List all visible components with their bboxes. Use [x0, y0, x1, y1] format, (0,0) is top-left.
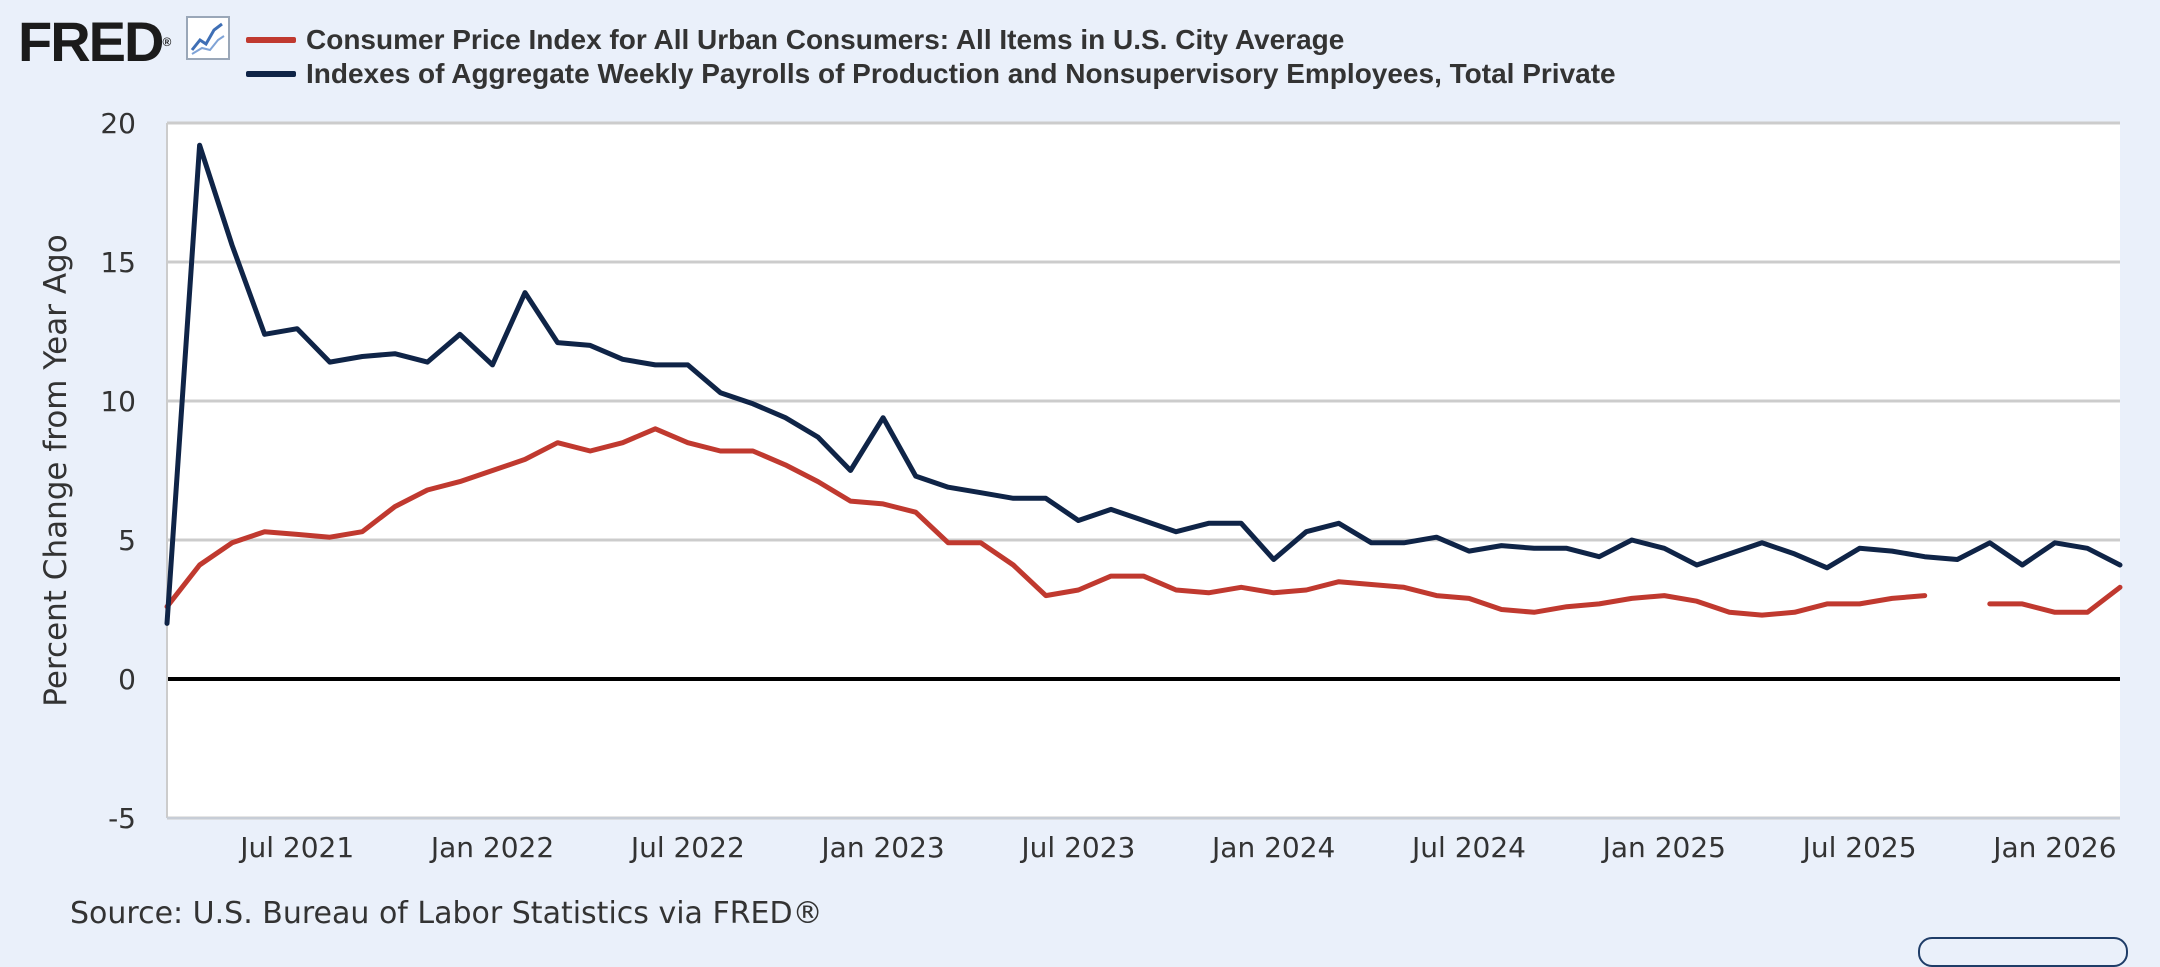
x-tick-label: Jan 2025 [1601, 831, 1726, 864]
legend-swatch-payrolls [246, 71, 296, 77]
x-axis-ticks: Jul 2021 Jan 2022 Jul 2022 Jan 2023 Jul 2023… [238, 831, 2116, 864]
y-axis-label: Percent Change from Year Ago [38, 234, 74, 706]
x-tick-label: Jul 2021 [238, 831, 354, 864]
series-line-payrolls[interactable] [164, 142, 2123, 626]
x-tick-label: Jan 2023 [819, 831, 944, 864]
plot-area [167, 123, 2120, 818]
y-tick-label: 0 [118, 663, 136, 696]
legend-item-payrolls[interactable]: Indexes of Aggregate Weekly Payrolls of … [246, 58, 1616, 90]
x-tick-label: Jan 2022 [429, 831, 554, 864]
share-button[interactable] [1918, 937, 2128, 967]
x-tick-label: Jan 2024 [1210, 831, 1335, 864]
series-line-cpi[interactable] [164, 426, 1928, 618]
y-tick-label: 15 [100, 246, 136, 279]
x-tick-label: Jan 2026 [1991, 831, 2116, 864]
x-tick-label: Jul 2024 [1410, 831, 1526, 864]
series-line-cpi[interactable] [1987, 584, 2123, 615]
x-tick-label: Jul 2022 [629, 831, 745, 864]
line-graph-icon [186, 16, 230, 60]
y-tick-label: 10 [100, 385, 136, 418]
legend-swatch-cpi [246, 37, 296, 43]
legend-item-cpi[interactable]: Consumer Price Index for All Urban Consu… [246, 24, 1344, 56]
y-axis-ticks: -5 0 5 10 15 20 [100, 107, 136, 835]
fred-logo[interactable]: FRED® [18, 10, 172, 73]
chart-header: FRED® Consumer Price Index for All Urban… [0, 0, 2160, 110]
series-lines [164, 142, 2123, 626]
x-tick-label: Jul 2023 [1019, 831, 1135, 864]
registered-mark: ® [162, 35, 172, 49]
source-note: Source: U.S. Bureau of Labor Statistics … [70, 896, 823, 931]
y-tick-label: 5 [118, 524, 136, 557]
y-tick-label: -5 [108, 802, 136, 835]
y-tick-label: 20 [100, 107, 136, 140]
x-tick-label: Jul 2025 [1801, 831, 1917, 864]
legend-label-payrolls: Indexes of Aggregate Weekly Payrolls of … [306, 58, 1616, 89]
legend-label-cpi: Consumer Price Index for All Urban Consu… [306, 24, 1345, 55]
grid-lines [166, 121, 2120, 820]
